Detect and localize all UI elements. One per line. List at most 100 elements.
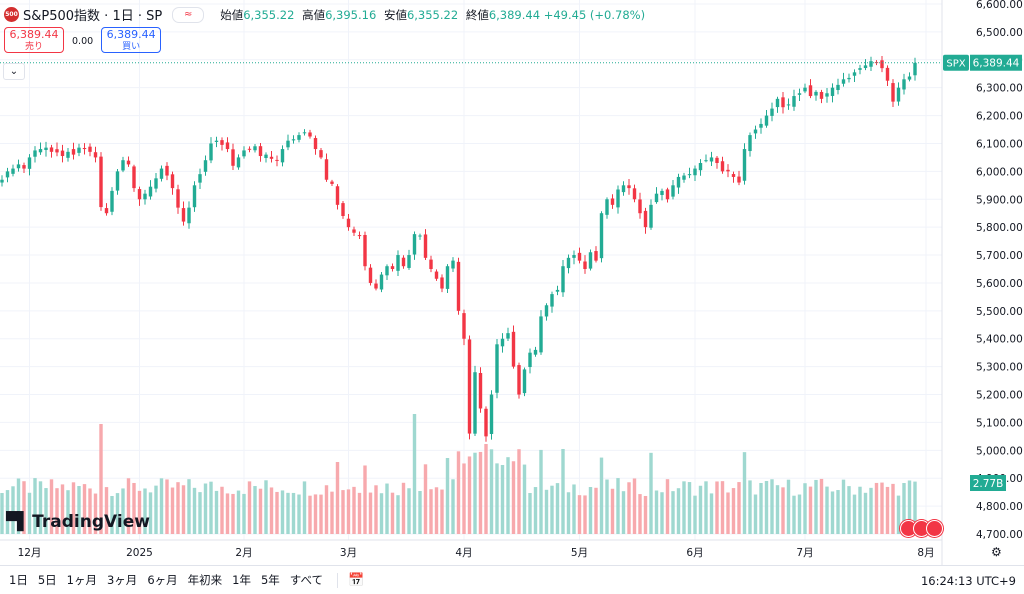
- candle-body: [27, 157, 32, 169]
- us-flag-icon[interactable]: [926, 520, 943, 537]
- candle-body: [539, 316, 543, 353]
- y-tick-label: 6,300.00: [976, 83, 1023, 95]
- volume-bar: [533, 487, 538, 534]
- candle-body: [704, 160, 708, 162]
- candle-body: [231, 149, 235, 166]
- spread-value: 0.00: [72, 36, 94, 47]
- candle-body: [280, 149, 285, 163]
- symbol-title[interactable]: S&P500指数 · 1日 · SP: [23, 9, 163, 24]
- candle-body: [753, 129, 758, 134]
- close-value: 6,389.44: [488, 7, 541, 22]
- volume-bar: [770, 479, 774, 534]
- volume-bar: [852, 494, 857, 534]
- volume-bar: [649, 452, 653, 534]
- candle-body: [456, 261, 461, 311]
- volume-bar: [357, 492, 362, 534]
- tradingview-watermark: ▀▌ TradingView: [6, 512, 150, 532]
- buy-button[interactable]: 6,389.44 買い: [101, 27, 162, 53]
- settings-gear-icon[interactable]: ⚙: [991, 545, 1002, 559]
- candle-body: [770, 108, 774, 116]
- range-6m[interactable]: 6ヶ月: [147, 573, 178, 587]
- volume-bar: [693, 495, 697, 534]
- volume-bar: [616, 478, 620, 534]
- candle-body: [176, 189, 180, 208]
- candle-body: [60, 150, 65, 157]
- candle-body: [346, 218, 351, 228]
- candle-body: [297, 135, 301, 140]
- candle-body: [253, 146, 257, 151]
- volume-bar: [269, 487, 274, 534]
- candle-body: [159, 168, 164, 179]
- volume-bar: [38, 481, 43, 534]
- y-tick-label: 5,500.00: [976, 306, 1023, 318]
- volume-bar: [814, 479, 818, 534]
- volume-bar: [638, 494, 642, 534]
- candle-body: [511, 331, 516, 367]
- candle-body: [357, 235, 362, 237]
- range-5d[interactable]: 5日: [37, 573, 57, 587]
- volume-bar: [352, 486, 356, 534]
- range-1d[interactable]: 1日: [9, 573, 28, 587]
- candle-body: [313, 138, 318, 150]
- volume-tag: [970, 475, 1006, 491]
- events-markers[interactable]: [900, 520, 943, 537]
- volume-bar: [236, 490, 241, 534]
- price-chart[interactable]: 6,600.006,500.006,400.006,300.006,200.00…: [0, 0, 1024, 565]
- volume-bar: [484, 444, 488, 534]
- y-tick-label: 5,200.00: [976, 390, 1023, 402]
- volume-bar: [841, 479, 846, 534]
- candle-body: [143, 193, 147, 200]
- candle-body: [830, 87, 835, 96]
- volume-bar: [451, 479, 455, 534]
- chevron-down-icon[interactable]: ⌄: [3, 63, 25, 80]
- range-1m[interactable]: 1ヶ月: [66, 573, 97, 587]
- volume-bar: [803, 483, 807, 534]
- candle-body: [115, 171, 120, 191]
- volume-bar: [214, 490, 219, 534]
- trade-panel: 6,389.44 売り 0.00 6,389.44 買い: [4, 27, 162, 53]
- candle-body: [242, 150, 246, 157]
- volume-bar: [126, 478, 131, 534]
- high-value: 6,395.16: [325, 7, 377, 22]
- volume-bar: [242, 493, 246, 534]
- symbol-logo-icon: 500: [4, 7, 19, 22]
- range-ytd[interactable]: 年初来: [187, 573, 223, 587]
- volume-bar: [88, 488, 92, 534]
- y-tick-label: 6,200.00: [976, 111, 1023, 123]
- candle-body: [126, 160, 131, 165]
- candle-body: [698, 163, 703, 171]
- chart-type-toggle[interactable]: ≈: [172, 6, 205, 23]
- range-1y[interactable]: 1年: [232, 573, 251, 587]
- volume-bar: [478, 451, 483, 534]
- candle-body: [352, 229, 356, 233]
- range-5y[interactable]: 5年: [260, 573, 280, 587]
- candle-body: [286, 140, 290, 148]
- volume-bar: [726, 492, 730, 534]
- candle-body: [517, 365, 521, 395]
- volume-bar: [429, 489, 433, 534]
- range-3m[interactable]: 3ヶ月: [106, 573, 138, 587]
- volume-bar: [572, 484, 576, 534]
- candle-body: [544, 305, 549, 317]
- volume-bar: [308, 495, 312, 534]
- volume-bar: [121, 488, 125, 534]
- y-tick-label: 5,000.00: [976, 445, 1023, 457]
- volume-bar: [82, 484, 87, 534]
- candle-body: [429, 259, 433, 269]
- volume-bar: [759, 482, 763, 534]
- volume-bar: [346, 489, 351, 534]
- candle-body: [44, 147, 48, 151]
- volume-bar: [495, 463, 499, 534]
- candle-body: [11, 168, 15, 174]
- volume-bar: [445, 458, 450, 534]
- sell-button[interactable]: 6,389.44 売り: [4, 27, 64, 53]
- volume-bar: [720, 481, 725, 534]
- volume-bar: [489, 449, 494, 534]
- candle-body: [764, 115, 769, 126]
- volume-bar: [181, 485, 186, 534]
- clock-readout[interactable]: 16:24:13 UTC+9: [920, 574, 1016, 588]
- range-all[interactable]: すべて: [289, 573, 324, 587]
- candle-body: [759, 123, 763, 128]
- volume-bar: [913, 481, 917, 534]
- calendar-icon[interactable]: 📅: [337, 572, 364, 588]
